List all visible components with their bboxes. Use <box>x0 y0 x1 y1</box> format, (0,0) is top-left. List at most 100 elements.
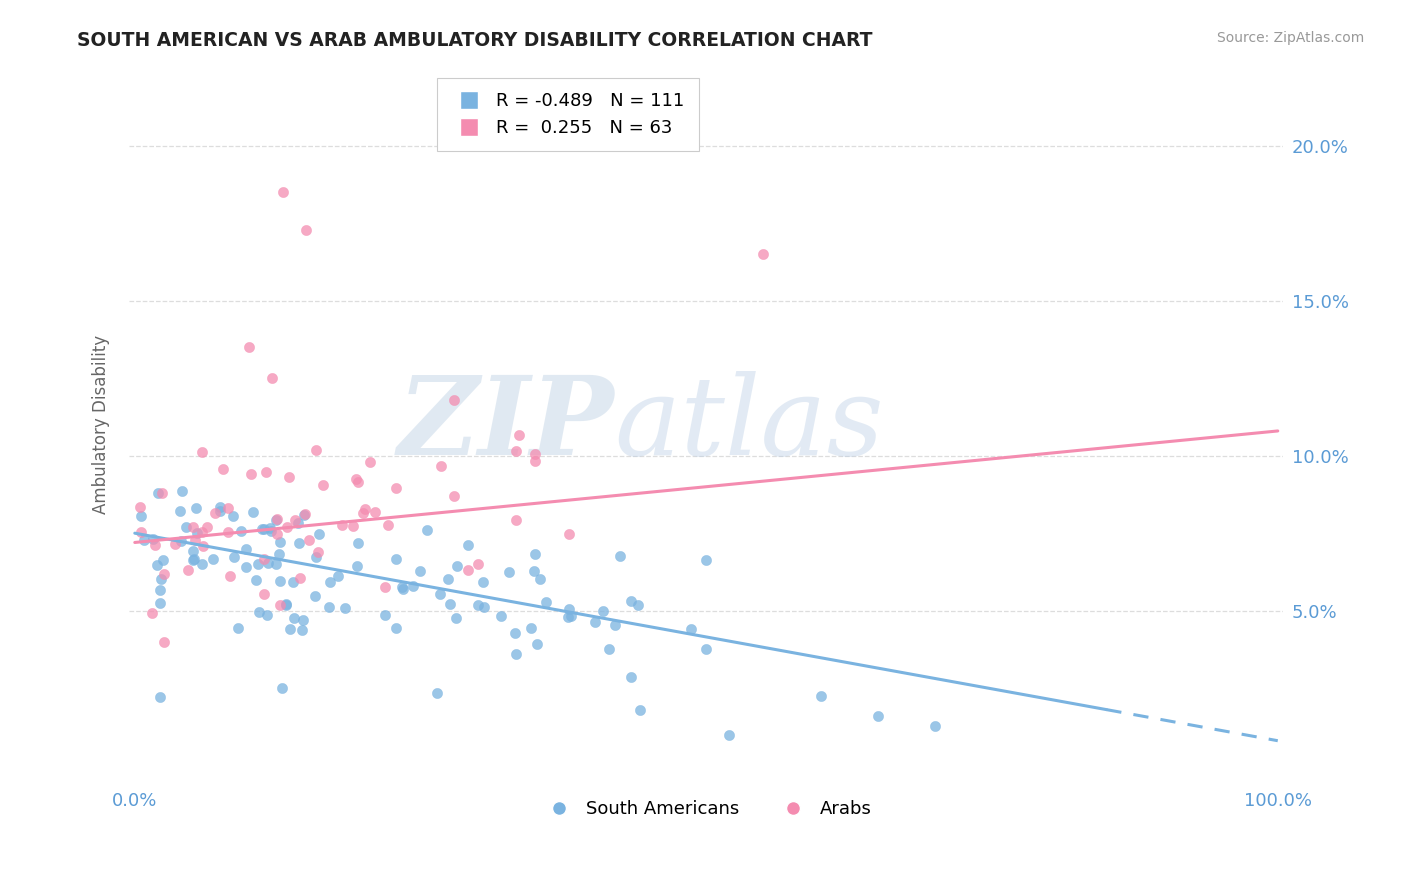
Point <box>526 637 548 651</box>
Point <box>283 611 305 625</box>
Point <box>409 564 432 578</box>
Point <box>284 513 307 527</box>
Text: Source: ZipAtlas.com: Source: ZipAtlas.com <box>1216 31 1364 45</box>
Point <box>165 537 187 551</box>
Point <box>247 557 270 571</box>
Point <box>627 598 650 612</box>
Point <box>184 533 207 547</box>
Point <box>505 513 527 527</box>
Text: ZIP: ZIP <box>398 371 614 478</box>
Point <box>752 247 775 261</box>
Point <box>630 703 652 717</box>
Point <box>598 642 620 657</box>
Point <box>129 509 152 524</box>
Point <box>253 552 276 566</box>
Point <box>252 522 274 536</box>
Point <box>195 520 218 534</box>
Point <box>128 500 150 514</box>
Point <box>523 565 546 579</box>
Point <box>374 607 396 622</box>
Point <box>592 604 614 618</box>
Point <box>260 524 283 538</box>
Point <box>364 505 387 519</box>
Point <box>204 506 226 520</box>
Point <box>457 564 479 578</box>
Point <box>426 686 449 700</box>
Point <box>150 572 173 586</box>
Point <box>235 541 257 556</box>
Point <box>153 634 176 648</box>
Point <box>679 622 702 636</box>
Point <box>170 533 193 548</box>
Point <box>505 443 527 458</box>
Point <box>305 443 328 458</box>
Point <box>443 393 465 408</box>
Point <box>247 605 270 619</box>
Point <box>429 587 451 601</box>
Point <box>142 532 165 546</box>
Point <box>190 557 212 571</box>
Point <box>583 615 606 629</box>
Point <box>557 610 579 624</box>
Point <box>384 552 406 566</box>
Point <box>307 545 329 559</box>
Point <box>238 340 260 354</box>
Point <box>534 594 557 608</box>
Point <box>226 621 249 635</box>
Point <box>472 599 495 614</box>
Point <box>146 558 169 572</box>
Point <box>186 500 208 515</box>
Point <box>695 642 717 657</box>
Point <box>181 553 204 567</box>
Legend: South Americans, Arabs: South Americans, Arabs <box>533 793 879 825</box>
Point <box>149 583 172 598</box>
Point <box>269 547 291 561</box>
Point <box>308 527 330 541</box>
Point <box>344 472 367 486</box>
Point <box>467 558 489 572</box>
Point <box>347 475 370 490</box>
Point <box>239 467 262 482</box>
Point <box>266 557 288 571</box>
Point <box>524 454 547 468</box>
Point <box>269 535 291 549</box>
Point <box>695 552 717 566</box>
Point <box>294 507 316 521</box>
Point <box>152 567 174 582</box>
Point <box>467 598 489 612</box>
Point <box>520 621 543 635</box>
Point <box>326 569 349 583</box>
Point <box>439 597 461 611</box>
Point <box>305 549 328 564</box>
Point <box>209 504 232 518</box>
Point <box>295 222 318 236</box>
Point <box>287 516 309 531</box>
Point <box>191 445 214 459</box>
Point <box>211 461 233 475</box>
Point <box>256 608 278 623</box>
Point <box>191 539 214 553</box>
Point <box>181 544 204 558</box>
Point <box>508 428 530 442</box>
Point <box>292 508 315 522</box>
Point <box>264 512 287 526</box>
Point <box>150 485 173 500</box>
Point <box>208 500 231 514</box>
Point <box>266 512 288 526</box>
Point <box>172 484 194 499</box>
Point <box>523 447 546 461</box>
Y-axis label: Ambulatory Disability: Ambulatory Disability <box>93 335 110 515</box>
Point <box>498 566 520 580</box>
Point <box>603 618 626 632</box>
Point <box>810 690 832 704</box>
Point <box>866 708 889 723</box>
Point <box>354 502 377 516</box>
Point <box>219 569 242 583</box>
Point <box>259 521 281 535</box>
Point <box>619 594 641 608</box>
Point <box>457 538 479 552</box>
Point <box>257 556 280 570</box>
Text: atlas: atlas <box>614 371 883 478</box>
Point <box>924 719 946 733</box>
Point <box>385 621 408 635</box>
